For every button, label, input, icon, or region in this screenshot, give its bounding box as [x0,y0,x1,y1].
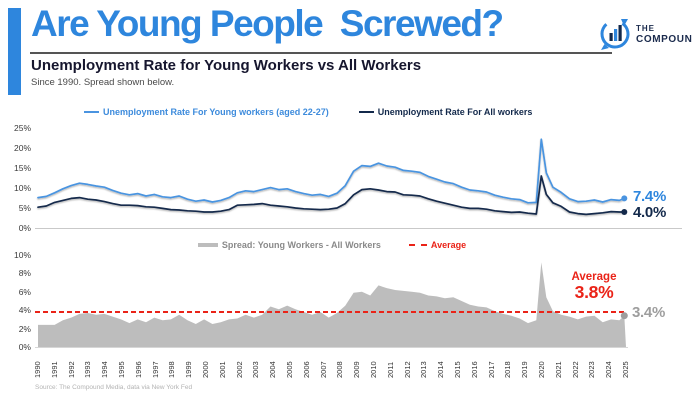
x-tick-label: 1990 [33,361,42,378]
chart-tagline: Since 1990. Spread shown below. [31,77,175,88]
speech-bubble-chart-icon [600,19,630,50]
x-tick-label: 2012 [402,361,412,378]
y-tick-label: 25% [13,123,31,133]
legend-item-young: Unemployment Rate For Young workers (age… [84,107,329,117]
x-tick-label: 2021 [553,361,563,378]
top-chart-y-axis: 25% 20% 15% 10% 5% 0% [4,123,31,235]
all-workers-line [37,175,626,216]
chart-subtitle: Unemployment Rate for Young Workers vs A… [31,57,422,74]
x-tick-label: 2011 [385,361,395,378]
x-tick-label: 2002 [234,361,244,378]
x-tick-label: 1992 [66,361,76,378]
y-tick-label: 10% [13,183,31,193]
average-annotation-value: 3.8% [574,282,614,303]
x-tick-label: 2003 [251,361,261,378]
average-dash-swatch-icon [408,244,427,246]
x-tick-label: 2005 [285,361,294,378]
title-divider [30,52,612,54]
top-chart-legend: Unemployment Rate For Young workers (age… [84,107,532,117]
young-workers-line [37,138,626,204]
x-tick-label: 2009 [352,361,362,378]
y-tick-label: 15% [13,163,31,173]
x-tick-label: 2000 [201,361,210,378]
x-tick-label: 2007 [318,361,328,378]
x-tick-label: 2015 [453,361,462,378]
logo-text-the: THE [636,24,655,33]
y-tick-label: 0% [18,223,31,233]
spread-swatch-icon [197,243,218,247]
x-tick-label: 2017 [486,361,496,378]
x-tick-label: 1991 [49,361,59,378]
x-tick-label: 1998 [167,361,177,378]
x-tick-label: 2024 [604,361,614,378]
bottom-chart-baseline [35,347,628,348]
all-end-dot [621,209,628,215]
x-tick-label: 2014 [436,361,446,378]
y-tick-label: 8% [18,268,31,279]
compound-logo: THE COMPOUND [600,19,692,50]
legend-item-average: Average [408,240,467,250]
x-tick-label: 1994 [100,361,110,378]
legend-label-all: Unemployment Rate For All workers [377,107,533,117]
x-tick-label: 2022 [570,361,580,378]
legend-item-spread: Spread: Young Workers - All Workers [197,240,381,250]
bottom-chart-y-axis: 10% 8% 6% 4% 2% 0% [4,250,31,354]
accent-bar [8,8,21,95]
x-tick-label: 2019 [520,361,530,378]
young-end-dot [621,195,628,202]
legend-label-young: Unemployment Rate For Young workers (age… [103,107,329,117]
x-tick-label: 2025 [621,361,630,378]
spread-area [38,262,626,347]
y-tick-label: 0% [18,342,31,352]
x-tick-label: 2001 [217,361,227,378]
x-tick-label: 1996 [133,361,143,378]
y-tick-label: 10% [13,250,31,260]
y-tick-label: 20% [13,143,31,153]
x-tick-label: 2020 [537,361,546,378]
x-tick-label: 2018 [503,361,513,378]
line-chart-young-vs-all [37,138,628,216]
page-title: Are Young People Screwed? [31,3,504,44]
all-line-swatch-icon [358,110,374,114]
x-tick-label: 2023 [587,361,597,378]
y-tick-label: 4% [18,305,31,316]
spread-area-chart [35,262,628,347]
legend-item-all: Unemployment Rate For All workers [358,107,533,117]
logo-text-compound: COMPOUND [636,34,692,45]
x-tick-label: 2006 [301,361,311,378]
bottom-chart-legend: Spread: Young Workers - All Workers Aver… [38,240,626,250]
average-annotation-label: Average [571,271,617,283]
x-axis-years: 1990 1991 1992 1993 1994 1995 1996 1997 1998 1999… [33,351,638,381]
source-credit: Source: The Compound Media, data via New… [35,384,193,391]
x-tick-label: 1993 [83,361,93,378]
spread-end-value: 3.4% [632,304,665,321]
all-end-value: 4.0% [633,204,666,221]
legend-label-spread: Spread: Young Workers - All Workers [221,240,381,250]
x-tick-label: 2004 [268,361,278,378]
young-end-value: 7.4% [633,188,666,205]
legend-label-average: Average [430,240,467,250]
y-tick-label: 5% [18,203,31,213]
x-tick-label: 1995 [117,361,126,378]
top-chart-baseline [35,228,682,229]
y-tick-label: 2% [18,323,31,334]
young-line-swatch-icon [84,110,99,114]
average-annotation: Average 3.8% [552,271,636,301]
x-tick-label: 2008 [335,361,345,378]
spread-end-dot [620,312,628,320]
x-tick-label: 2016 [469,361,479,378]
y-tick-label: 6% [18,286,31,297]
x-tick-label: 2013 [419,361,429,378]
x-tick-label: 1997 [150,361,160,378]
x-tick-label: 2010 [369,361,378,378]
x-tick-label: 1999 [184,361,194,378]
